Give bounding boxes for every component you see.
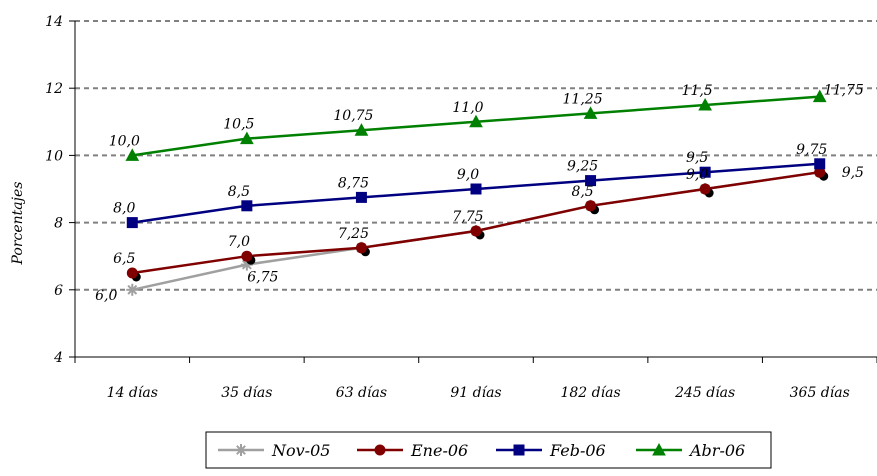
data-label-abr-06: 11,75: [824, 83, 864, 99]
data-label-abr-06: 10,5: [223, 117, 254, 133]
data-label-ene-06: 6,5: [113, 251, 135, 267]
x-tick-label: 182 días: [560, 385, 620, 401]
data-label-feb-06: 9,75: [796, 142, 827, 158]
data-label-ene-06: 7,25: [338, 226, 369, 242]
marker-ene-06: [585, 200, 597, 212]
data-label-feb-06: 9,25: [567, 159, 598, 175]
x-tick-label: 35 días: [221, 385, 272, 401]
series: [125, 89, 829, 296]
grid-lines: [75, 20, 877, 291]
marker-feb-06: [585, 175, 597, 187]
marker-feb-06: [699, 166, 711, 178]
marker-feb-06: [241, 200, 253, 212]
data-label-feb-06: 8,75: [338, 175, 369, 191]
legend-marker-nov-05: [235, 444, 247, 456]
y-tick-label-10: 10: [45, 148, 63, 164]
y-tick-label-6: 6: [54, 283, 63, 299]
y-tick-label-14: 14: [45, 14, 63, 30]
marker-abr-06: [240, 131, 254, 145]
marker-feb-06: [814, 158, 826, 170]
y-tick-label-12: 12: [45, 81, 63, 97]
data-label-ene-06: 7,75: [452, 209, 483, 225]
marker-abr-06: [698, 97, 712, 111]
marker-abr-06: [583, 106, 598, 119]
data-label-feb-06: 8,0: [113, 201, 135, 217]
x-tick-label: 245 días: [674, 385, 735, 401]
data-label-abr-06: 11,0: [452, 100, 483, 116]
data-label-nov-05: 6,75: [247, 270, 278, 286]
marker-feb-06: [355, 191, 367, 203]
data-label-nov-05: 6,0: [95, 288, 117, 304]
data-label-ene-06: 8,5: [571, 184, 593, 200]
legend-label-ene-06: Ene-06: [410, 441, 468, 460]
y-tick-label-8: 8: [54, 216, 63, 232]
marker-ene-06: [699, 183, 711, 195]
marker-ene-06: [355, 242, 367, 254]
data-label-abr-06: 10,75: [333, 108, 373, 124]
marker-feb-06: [470, 183, 482, 195]
marker-abr-06: [812, 89, 827, 103]
legend: Nov-05 Ene-06 Feb-06 Abr-06: [205, 431, 772, 469]
axes: [74, 21, 877, 358]
marker-ene-06: [241, 250, 253, 262]
data-label-ene-06: 9,5: [842, 165, 864, 181]
data-label-ene-06: 7,0: [228, 234, 250, 250]
legend-label-feb-06: Feb-06: [549, 441, 606, 460]
data-label-feb-06: 9,0: [457, 167, 479, 183]
legend-label-nov-05: Nov-05: [271, 441, 330, 460]
marker-abr-06: [469, 114, 483, 128]
data-label-feb-06: 9,5: [686, 150, 708, 166]
marker-nov-05: [126, 283, 139, 296]
marker-abr-06: [125, 148, 140, 161]
marker-abr-06: [354, 123, 369, 136]
marker-ene-06: [470, 225, 482, 237]
marker-ene-06: [126, 267, 138, 279]
y-tick-label-4: 4: [53, 350, 63, 366]
marker-feb-06: [126, 217, 138, 229]
y-axis-ticks: 4 6 8 10 12 14: [45, 14, 75, 366]
data-label-ene-06: 9,0: [686, 167, 708, 183]
legend-marker-abr-06: [652, 442, 666, 456]
x-tick-label: 91 días: [450, 385, 501, 401]
x-tick-label: 63 días: [336, 385, 387, 401]
legend-marker-feb-06: [513, 444, 525, 456]
legend-label-abr-06: Abr-06: [688, 441, 745, 460]
x-tick-label: 14 días: [107, 385, 158, 401]
y-axis-label: Porcentajes: [10, 182, 26, 266]
data-label-abr-06: 10,0: [109, 133, 140, 149]
x-tick-label: 365 días: [790, 385, 850, 401]
data-label-abr-06: 11,25: [563, 91, 603, 107]
data-labels: 6,06,756,57,07,257,758,59,0 9,58,08,58,75…: [95, 83, 864, 304]
legend-marker-ene-06: [374, 444, 386, 456]
data-label-abr-06: 11,5: [682, 83, 713, 99]
x-axis-ticks: 14 días 35 días 63 días 91 días 182 días 245 …: [74, 357, 877, 401]
data-label-feb-06: 8,5: [228, 184, 250, 200]
